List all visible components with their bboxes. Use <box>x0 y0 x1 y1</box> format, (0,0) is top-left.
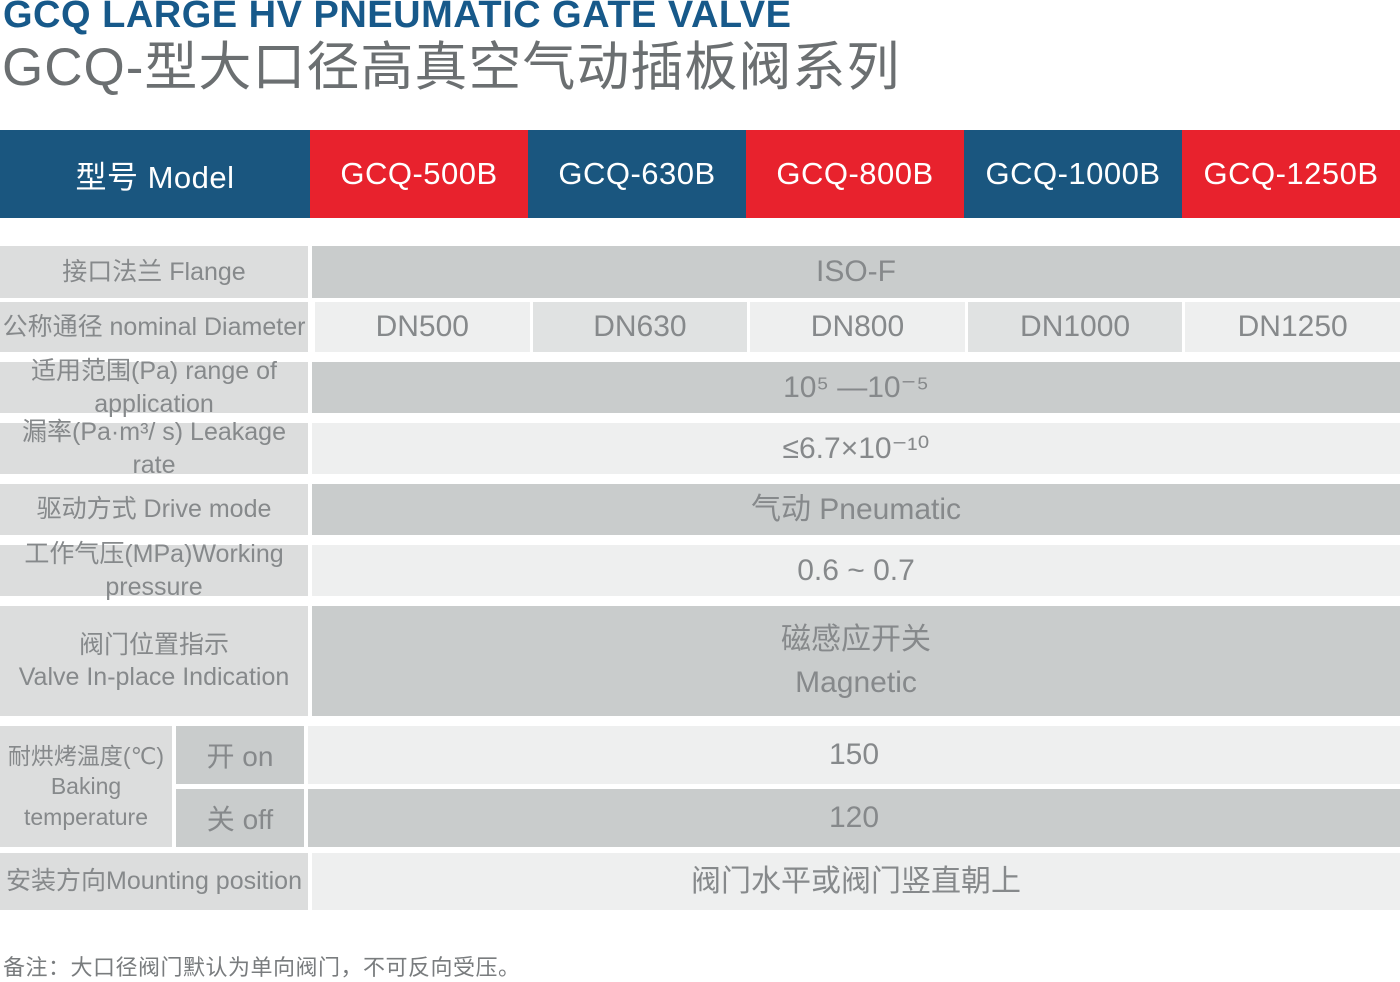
model-header-label: 型号 Model <box>0 130 310 218</box>
model-header-gcq-500b: GCQ-500B <box>310 130 528 218</box>
diameter-value-dn500: DN500 <box>315 302 530 352</box>
mounting-row-label: 安装方向Mounting position <box>0 853 308 910</box>
column-gap <box>308 484 312 535</box>
mounting-row-value: 阀门水平或阀门竖直朝上 <box>312 853 1400 910</box>
page-title-english: GCQ LARGE HV PNEUMATIC GATE VALVE <box>3 0 792 36</box>
column-gap <box>172 726 176 847</box>
column-gap <box>304 789 308 847</box>
baking-subrow-close: 关 off 120 <box>176 789 1400 847</box>
diameter-value-dn1250: DN1250 <box>1185 302 1400 352</box>
diameter-row-label: 公称通径 nominal Diameter <box>0 302 308 352</box>
diameter-value-dn630: DN630 <box>532 302 748 352</box>
drive-row-value: 气动 Pneumatic <box>312 484 1400 535</box>
model-header-row: 型号 Model GCQ-500B GCQ-630B GCQ-800B GCQ-… <box>0 130 1400 218</box>
baking-subrow-open: 开 on 150 <box>176 726 1400 784</box>
column-gap <box>308 853 312 910</box>
baking-subrows: 开 on 150 关 off 120 <box>176 726 1400 847</box>
baking-row-label: 耐烘烤温度(℃) Baking temperature <box>0 726 172 847</box>
row-gap <box>176 784 1400 789</box>
indication-row-label: 阀门位置指示 Valve In-place Indication <box>0 606 308 716</box>
column-gap <box>308 246 312 298</box>
model-header-gcq-800b: GCQ-800B <box>746 130 964 218</box>
table-row-mounting: 安装方向Mounting position 阀门水平或阀门竖直朝上 <box>0 853 1400 910</box>
column-gap <box>308 545 312 596</box>
baking-close-label: 关 off <box>176 789 304 847</box>
spec-table: 型号 Model GCQ-500B GCQ-630B GCQ-800B GCQ-… <box>0 130 1400 910</box>
baking-label-zh: 耐烘烤温度(℃) <box>7 742 165 769</box>
table-row-range: 适用范围(Pa) range of application 10⁵ —10⁻⁵ <box>0 357 1400 418</box>
indication-label-en: Valve In-place Indication <box>18 663 290 691</box>
leakage-row-label: 漏率(Pa·m³/ s) Leakage rate <box>0 418 308 479</box>
drive-row-label: 驱动方式 Drive mode <box>0 484 308 535</box>
model-header-gcq-630b: GCQ-630B <box>528 130 746 218</box>
baking-label-en1: Baking <box>50 773 122 800</box>
table-row-drive: 驱动方式 Drive mode 气动 Pneumatic <box>0 484 1400 535</box>
table-row-indication: 阀门位置指示 Valve In-place Indication 磁感应开关 M… <box>0 606 1400 716</box>
table-row-flange: 接口法兰 Flange ISO-F <box>0 246 1400 298</box>
baking-close-value: 120 <box>308 789 1400 847</box>
pressure-row-label: 工作气压(MPa)Working pressure <box>0 540 308 601</box>
diameter-value-dn800: DN800 <box>750 302 965 352</box>
flange-row-label: 接口法兰 Flange <box>0 246 308 298</box>
model-header-gcq-1000b: GCQ-1000B <box>964 130 1182 218</box>
column-gap <box>308 606 312 716</box>
footnote: 备注：大口径阀门默认为单向阀门，不可反向受压。 <box>3 955 521 980</box>
indication-value-zh: 磁感应开关 <box>781 622 931 656</box>
pressure-row-value: 0.6 ~ 0.7 <box>312 545 1400 596</box>
column-gap <box>304 726 308 784</box>
indication-label-zh: 阀门位置指示 <box>78 630 229 659</box>
flange-row-value: ISO-F <box>312 246 1400 298</box>
baking-open-label: 开 on <box>176 726 304 784</box>
table-row-diameter: 公称通径 nominal Diameter DN500 DN630 DN800 … <box>0 302 1400 352</box>
column-gap <box>308 362 312 413</box>
range-row-label: 适用范围(Pa) range of application <box>0 357 308 418</box>
column-gap <box>308 423 312 474</box>
model-header-gcq-1250b: GCQ-1250B <box>1182 130 1400 218</box>
table-row-pressure: 工作气压(MPa)Working pressure 0.6 ~ 0.7 <box>0 540 1400 601</box>
table-row-leakage: 漏率(Pa·m³/ s) Leakage rate ≤6.7×10⁻¹⁰ <box>0 418 1400 479</box>
indication-value-en: Magnetic <box>795 666 917 699</box>
baking-label-en2: temperature <box>23 803 148 830</box>
baking-open-value: 150 <box>308 726 1400 784</box>
diameter-value-dn1000: DN1000 <box>967 302 1183 352</box>
column-gap <box>308 302 312 352</box>
range-row-value: 10⁵ —10⁻⁵ <box>312 362 1400 413</box>
indication-row-value: 磁感应开关 Magnetic <box>312 606 1400 716</box>
table-row-baking: 耐烘烤温度(℃) Baking temperature 开 on 150 关 o… <box>0 726 1400 847</box>
page-title-chinese: GCQ-型大口径高真空气动插板阀系列 <box>2 38 901 97</box>
leakage-row-value: ≤6.7×10⁻¹⁰ <box>312 423 1400 474</box>
